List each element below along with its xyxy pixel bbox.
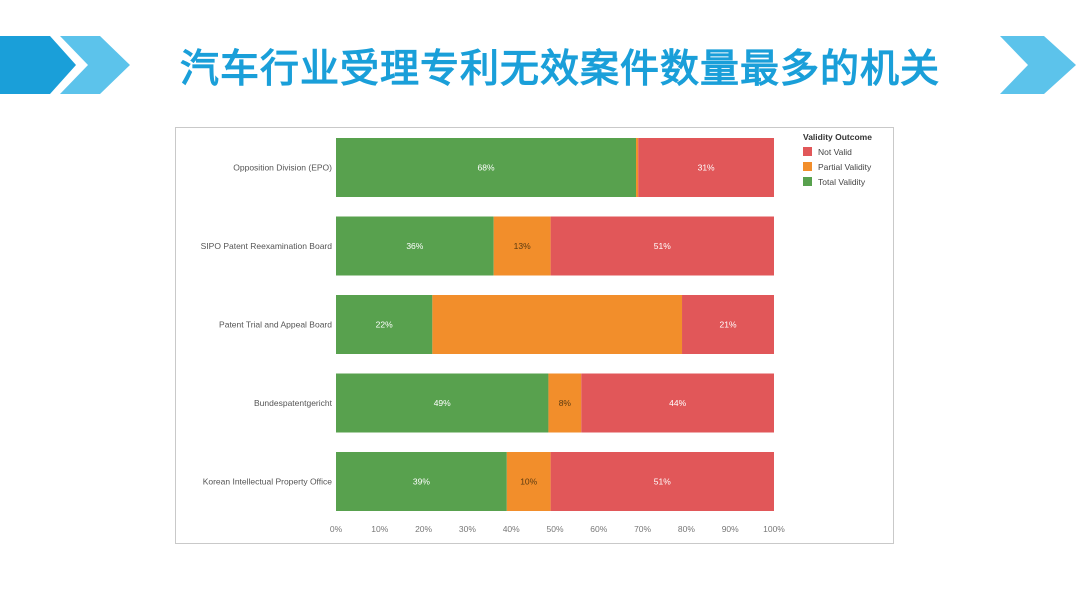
x-tick-label: 80% <box>678 524 695 534</box>
data-label: 31% <box>698 163 715 173</box>
bar-segment-not-valid <box>550 216 774 276</box>
legend-item-partial-validity: Partial Validity <box>803 159 893 174</box>
category-label: Opposition Division (EPO) <box>233 163 332 173</box>
data-label: 10% <box>520 477 537 487</box>
x-tick-label: 70% <box>634 524 651 534</box>
category-label: Bundespatentgericht <box>254 398 333 408</box>
bar-segment-total-validity <box>336 216 494 276</box>
stacked-bar-chart: Opposition Division (EPO) 68% 31% SIPO Pate… <box>201 138 785 534</box>
bar-segment-total-validity <box>336 452 507 511</box>
x-tick-label: 30% <box>459 524 476 534</box>
chart-frame: Opposition Division (EPO) 68% 31% SIPO Pate… <box>175 127 894 544</box>
data-label: 44% <box>669 398 686 408</box>
x-tick-label: 10% <box>371 524 388 534</box>
data-label: 13% <box>514 241 531 251</box>
category-label: SIPO Patent Reexamination Board <box>201 241 333 251</box>
legend-swatch <box>803 147 812 156</box>
x-tick-label: 50% <box>546 524 563 534</box>
legend-item-not-valid: Not Valid <box>803 144 893 159</box>
legend-label: Partial Validity <box>818 161 872 172</box>
data-label: 51% <box>654 477 671 487</box>
bar-segment-partial-validity <box>506 452 551 511</box>
legend-title: Validity Outcome <box>803 132 872 142</box>
x-tick-label: 60% <box>590 524 607 534</box>
data-label: 39% <box>413 477 430 487</box>
legend-item-total-validity: Total Validity <box>803 174 893 189</box>
legend-label: Not Valid <box>818 146 852 157</box>
x-tick-label: 90% <box>722 524 739 534</box>
bar-segment-total-validity <box>336 373 549 433</box>
bar-segment-not-valid <box>581 373 774 433</box>
x-tick-label: 100% <box>763 524 785 534</box>
data-label: 49% <box>434 398 451 408</box>
left-arrow-decoration <box>0 36 130 94</box>
bar-segment-total-validity <box>336 295 433 354</box>
bar-segment-partial-validity <box>432 295 683 354</box>
bar-segment-partial-validity <box>493 216 551 276</box>
bar-segment-partial-validity <box>636 138 639 197</box>
legend-swatch <box>803 162 812 171</box>
bar-segment-total-validity <box>336 138 637 197</box>
x-tick-label: 20% <box>415 524 432 534</box>
slide-title: 汽车行业受理专利无效案件数量最多的机关 <box>179 47 940 92</box>
chart-legend: Validity Outcome Not Valid Partial Valid… <box>803 132 893 189</box>
bar-segment-not-valid <box>550 452 774 511</box>
legend-label: Total Validity <box>818 176 866 187</box>
data-label: 36% <box>406 241 423 251</box>
data-label: 22% <box>376 320 393 330</box>
data-label: 21% <box>720 320 737 330</box>
data-label: 51% <box>654 241 671 251</box>
data-label: 8% <box>559 398 572 408</box>
x-tick-label: 0% <box>330 524 343 534</box>
category-label: Patent Trial and Appeal Board <box>219 320 332 330</box>
bar-segment-not-valid <box>638 138 774 197</box>
bar-segment-partial-validity <box>548 373 582 433</box>
right-arrow-decoration <box>1000 36 1076 94</box>
category-label: Korean Intellectual Property Office <box>203 477 333 487</box>
bar-segment-not-valid <box>682 295 774 354</box>
legend-swatch <box>803 177 812 186</box>
data-label: 68% <box>478 163 495 173</box>
x-tick-label: 40% <box>503 524 520 534</box>
